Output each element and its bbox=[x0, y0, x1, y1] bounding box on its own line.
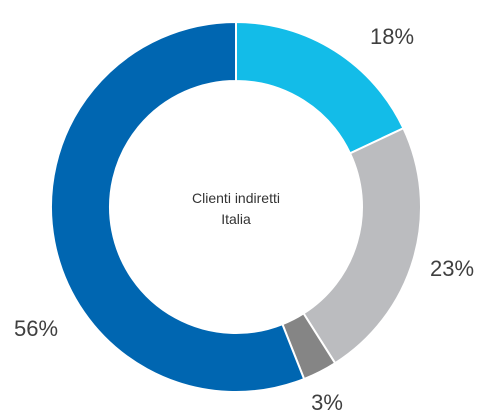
center-label-line-1: Clienti indiretti bbox=[192, 190, 280, 206]
center-label: Clienti indiretti Italia bbox=[192, 190, 280, 227]
labels-layer: 18% 23% 3% 56% bbox=[14, 24, 474, 413]
slice-label-56pct: 56% bbox=[14, 316, 58, 341]
donut-slice-56pct bbox=[50, 20, 306, 393]
slice-label-23pct: 23% bbox=[430, 256, 474, 281]
donut-slice-23pct bbox=[302, 126, 422, 365]
slices-layer bbox=[50, 20, 422, 393]
slice-label-3pct: 3% bbox=[311, 390, 343, 413]
slice-label-18pct: 18% bbox=[370, 24, 414, 49]
center-label-line-2: Italia bbox=[221, 211, 251, 227]
